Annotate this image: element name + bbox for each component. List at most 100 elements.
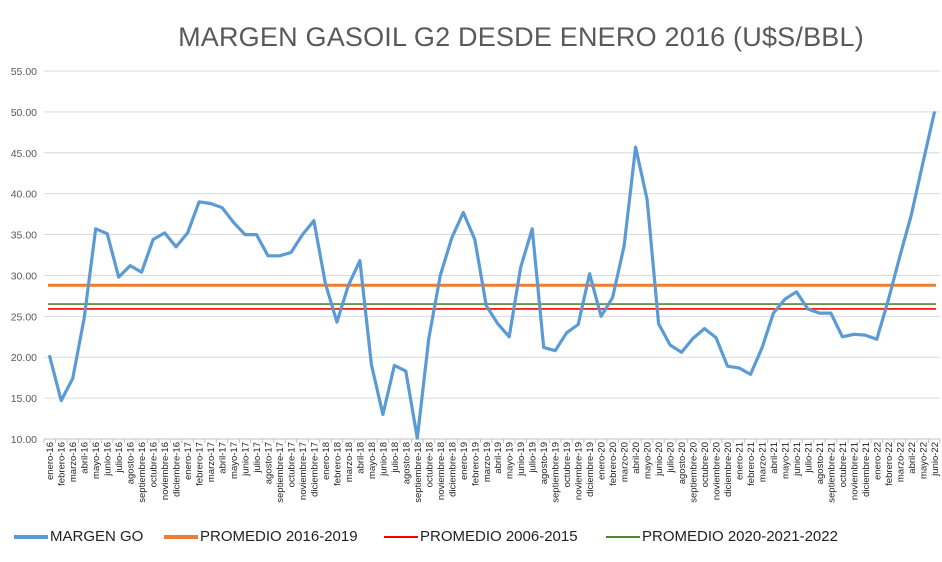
x-tick-label: febrero-16 — [57, 442, 68, 486]
x-tick-label: agosto-17 — [264, 442, 275, 484]
x-tick-label: mayo-18 — [367, 442, 378, 479]
x-tick-label: febrero-17 — [195, 442, 206, 486]
x-tick-label: septiembre-21 — [826, 442, 837, 503]
x-tick-label: mayo-20 — [643, 442, 654, 479]
y-tick-label: 50.00 — [11, 107, 37, 119]
x-tick-label: julio-16 — [114, 442, 125, 474]
x-tick-label: febrero-19 — [470, 442, 481, 486]
y-tick-label: 10.00 — [11, 434, 37, 446]
x-tick-label: marzo-21 — [757, 442, 768, 482]
x-tick-label: octubre-16 — [149, 442, 160, 487]
y-tick-label: 30.00 — [11, 270, 37, 282]
legend-swatch — [164, 534, 198, 539]
x-tick-label: diciembre-20 — [723, 442, 734, 497]
x-tick-label: noviembre-21 — [849, 442, 860, 500]
x-tick-label: marzo-17 — [206, 442, 217, 482]
x-tick-label: noviembre-18 — [436, 442, 447, 500]
x-tick-label: agosto-18 — [401, 442, 412, 484]
y-tick-label: 35.00 — [11, 230, 37, 242]
chart-title: MARGEN GASOIL G2 DESDE ENERO 2016 (U$S/B… — [178, 22, 864, 52]
x-tick-label: diciembre-18 — [447, 442, 458, 497]
x-tick-label: febrero-20 — [608, 442, 619, 486]
x-tick-label: agosto-21 — [815, 442, 826, 484]
legend-label: MARGEN GO — [50, 528, 144, 545]
x-tick-label: octubre-17 — [286, 442, 297, 487]
x-tick-label: febrero-21 — [746, 442, 757, 486]
x-tick-label: julio-21 — [803, 442, 814, 474]
x-tick-label: mayo-16 — [91, 442, 102, 479]
x-tick-label: marzo-20 — [620, 442, 631, 482]
x-tick-label: abril-18 — [355, 442, 366, 474]
x-tick-label: octubre-21 — [838, 442, 849, 487]
x-tick-label: julio-20 — [666, 442, 677, 474]
x-tick-label: octubre-20 — [700, 442, 711, 487]
y-tick-label: 25.00 — [11, 311, 37, 323]
x-tick-label: octubre-19 — [562, 442, 573, 487]
x-tick-label: abril-17 — [218, 442, 229, 474]
x-tick-label: diciembre-19 — [585, 442, 596, 497]
x-tick-label: febrero-22 — [884, 442, 895, 486]
legend-swatch — [384, 535, 418, 538]
legend-item-promedio-2016-2019: PROMEDIO 2016-2019 — [164, 528, 358, 545]
x-tick-label: enero-22 — [872, 442, 883, 480]
x-tick-label: septiembre-18 — [413, 442, 424, 503]
x-tick-label: agosto-20 — [677, 442, 688, 484]
legend-item-margen-go: MARGEN GO — [14, 528, 143, 545]
x-tick-label: marzo-19 — [482, 442, 493, 482]
legend-swatch — [606, 535, 640, 538]
y-tick-label: 55.00 — [11, 66, 37, 78]
x-tick-label: enero-16 — [45, 442, 56, 480]
x-tick-label: agosto-19 — [539, 442, 550, 484]
x-tick-label: noviembre-16 — [160, 442, 171, 500]
x-tick-label: marzo-16 — [68, 442, 79, 482]
legend: MARGEN GO PROMEDIO 2016-2019 PROMEDIO 20… — [0, 528, 942, 548]
x-tick-label: enero-17 — [183, 442, 194, 480]
x-tick-label: noviembre-17 — [298, 442, 309, 500]
x-tick-label: febrero-18 — [332, 442, 343, 486]
x-tick-label: noviembre-19 — [574, 442, 585, 500]
x-tick-label: julio-19 — [528, 442, 539, 474]
x-tick-label: diciembre-21 — [861, 442, 872, 497]
x-tick-label: septiembre-16 — [137, 442, 148, 503]
x-tick-label: julio-17 — [252, 442, 263, 474]
x-tick-label: abril-19 — [493, 442, 504, 474]
x-tick-label: abril-22 — [907, 442, 918, 474]
y-tick-label: 15.00 — [11, 393, 37, 405]
x-tick-label: septiembre-17 — [275, 442, 286, 503]
x-tick-label: mayo-22 — [918, 442, 929, 479]
x-tick-label: abril-20 — [631, 442, 642, 474]
x-tick-label: junio-17 — [241, 442, 252, 477]
x-tick-label: abril-16 — [80, 442, 91, 474]
x-tick-label: enero-20 — [597, 442, 608, 480]
x-tick-label: enero-18 — [321, 442, 332, 480]
x-tick-label: septiembre-20 — [689, 442, 700, 503]
legend-label: PROMEDIO 2016-2019 — [200, 528, 358, 545]
x-tick-label: noviembre-20 — [712, 442, 723, 500]
legend-label: PROMEDIO 2020-2021-2022 — [642, 528, 838, 545]
x-tick-label: junio-16 — [103, 442, 114, 477]
legend-label: PROMEDIO 2006-2015 — [420, 528, 578, 545]
x-tick-label: mayo-19 — [505, 442, 516, 479]
x-tick-label: marzo-18 — [344, 442, 355, 482]
legend-item-promedio-2006-2015: PROMEDIO 2006-2015 — [384, 528, 578, 545]
x-tick-label: mayo-21 — [780, 442, 791, 479]
x-tick-label: marzo-22 — [895, 442, 906, 482]
y-tick-label: 45.00 — [11, 148, 37, 160]
x-tick-label: diciembre-16 — [172, 442, 183, 497]
x-tick-label: junio-18 — [378, 442, 389, 477]
x-tick-label: junio-21 — [792, 442, 803, 477]
x-tick-label: diciembre-17 — [309, 442, 320, 497]
x-tick-label: junio-22 — [930, 442, 941, 477]
x-tick-label: octubre-18 — [424, 442, 435, 487]
x-tick-label: mayo-17 — [229, 442, 240, 479]
x-tick-label: agosto-16 — [126, 442, 137, 484]
legend-item-promedio-2020-2021-2022: PROMEDIO 2020-2021-2022 — [606, 528, 838, 545]
y-tick-label: 20.00 — [11, 352, 37, 364]
x-tick-label: enero-21 — [734, 442, 745, 480]
series-line-margen-go — [48, 111, 936, 440]
x-tick-label: julio-18 — [390, 442, 401, 474]
y-tick-label: 40.00 — [11, 189, 37, 201]
x-tick-label: abril-21 — [769, 442, 780, 474]
x-tick-label: junio-19 — [516, 442, 527, 477]
